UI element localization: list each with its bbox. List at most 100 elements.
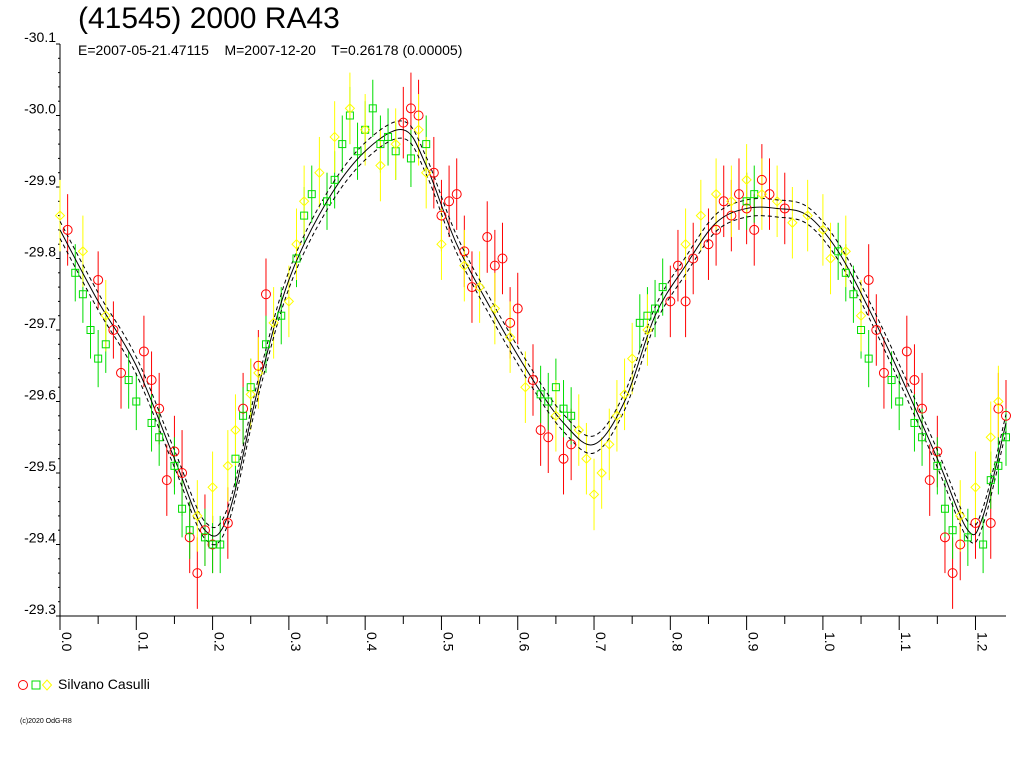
data-point-square	[567, 411, 576, 420]
data-point-square	[857, 326, 866, 334]
data-point-square	[933, 461, 942, 470]
data-point-circle	[177, 468, 188, 478]
legend-markers-icon	[18, 679, 53, 691]
data-point-square	[742, 197, 751, 206]
data-point-square	[887, 376, 896, 385]
data-point-circle	[703, 239, 714, 250]
data-point-circle	[726, 210, 737, 221]
data-point-circle	[199, 525, 210, 536]
data-point-circle	[558, 453, 569, 464]
data-point-square	[345, 111, 354, 120]
data-point-diamond	[489, 303, 501, 314]
y-tick-label: -29.9	[24, 172, 56, 188]
data-point-circle	[489, 260, 500, 271]
data-point-square	[864, 354, 873, 363]
legend-label: Silvano Casulli	[58, 676, 150, 692]
data-point-square	[124, 376, 133, 385]
data-point-circle	[413, 110, 424, 121]
data-point-circle	[764, 189, 775, 200]
data-point-diamond	[298, 196, 310, 207]
y-tick-label: -29.6	[24, 387, 56, 403]
data-point-diamond	[245, 389, 256, 400]
data-point-diamond	[695, 210, 707, 221]
data-point-square	[651, 304, 660, 313]
data-point-square	[94, 354, 103, 363]
y-tick-label: -30.1	[24, 29, 56, 45]
data-point-circle	[909, 375, 920, 386]
data-point-circle	[665, 296, 676, 307]
fit-curve-lower	[59, 137, 1007, 546]
data-point-square	[155, 433, 164, 442]
data-point-circle	[985, 518, 996, 529]
data-point-square	[185, 526, 194, 535]
data-point-diamond	[680, 238, 691, 250]
data-point-circle	[1001, 410, 1011, 421]
data-point-square	[551, 383, 560, 392]
data-point-square	[1002, 433, 1010, 442]
data-point-diamond	[344, 103, 356, 114]
data-point-diamond	[787, 217, 798, 228]
data-point-square	[391, 147, 400, 156]
data-point-square	[895, 397, 904, 406]
data-point-square	[376, 140, 385, 149]
data-point-circle	[497, 253, 508, 264]
data-point-diamond	[329, 131, 340, 143]
data-point-square	[338, 140, 347, 149]
data-point-circle	[863, 274, 874, 285]
data-point-square	[71, 268, 80, 277]
data-point-diamond	[268, 317, 279, 329]
data-point-square	[208, 540, 217, 549]
data-point-circle	[154, 403, 165, 414]
y-tick-label: -29.3	[24, 601, 56, 617]
data-point-diamond	[771, 196, 783, 207]
data-point-circle	[528, 375, 538, 386]
data-point-circle	[741, 203, 752, 214]
data-point-diamond	[825, 253, 836, 264]
data-point-diamond	[230, 424, 241, 436]
data-point-circle	[917, 403, 928, 414]
x-tick-label: 0.8	[669, 632, 685, 652]
x-tick-label: 0.7	[593, 632, 609, 652]
data-point-square	[178, 504, 187, 513]
data-point-circle	[566, 439, 577, 450]
data-point-diamond	[550, 410, 562, 422]
data-point-square	[940, 504, 949, 513]
data-point-diamond	[436, 238, 447, 250]
data-point-diamond	[314, 167, 325, 178]
data-point-circle	[169, 446, 180, 457]
data-point-square	[422, 140, 431, 149]
data-point-circle	[459, 246, 470, 257]
data-point-circle	[680, 296, 691, 307]
data-point-diamond	[970, 482, 981, 493]
data-point-circle	[93, 274, 104, 285]
data-point-diamond	[604, 439, 615, 450]
data-point-square	[910, 418, 919, 427]
data-point-square	[368, 104, 377, 113]
data-point-diamond	[626, 353, 638, 364]
legend: Silvano Casulli	[16, 674, 150, 694]
data-point-circle	[955, 539, 966, 550]
x-tick-label: 0.3	[288, 632, 304, 652]
x-tick-label: 0.9	[746, 632, 762, 652]
data-point-circle	[535, 425, 546, 436]
data-point-square	[918, 433, 927, 442]
x-tick-label: 0.2	[212, 632, 228, 652]
data-point-circle	[405, 103, 416, 114]
data-point-circle	[436, 210, 447, 221]
data-point-diamond	[955, 510, 966, 522]
data-point-diamond	[726, 196, 737, 207]
data-point-diamond	[413, 124, 424, 136]
data-point-square	[277, 311, 286, 320]
data-point-diamond	[222, 460, 234, 472]
data-point-square	[849, 290, 858, 299]
data-point-diamond	[756, 188, 768, 200]
data-point-diamond	[611, 410, 623, 422]
y-tick-label: -29.7	[24, 315, 56, 331]
data-point-diamond	[855, 310, 867, 321]
data-point-diamond	[588, 489, 600, 500]
data-point-square	[948, 526, 957, 535]
data-point-square	[170, 461, 179, 470]
data-point-diamond	[459, 260, 470, 271]
data-point-circle	[444, 196, 455, 207]
fit-curve-upper	[59, 120, 1007, 529]
